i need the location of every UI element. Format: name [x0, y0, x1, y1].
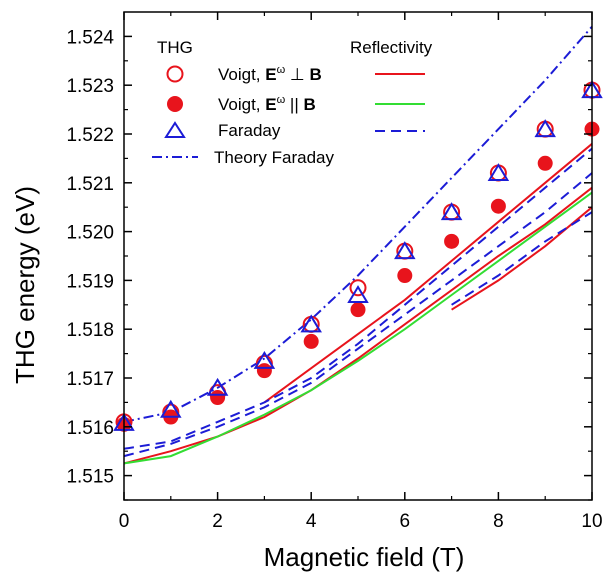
series-lines [123, 25, 593, 465]
x-tick-label: 10 [581, 511, 602, 532]
point-filled-circle [444, 233, 460, 249]
point-filled-circle [303, 333, 319, 349]
series-line-5 [263, 143, 593, 404]
series-markers [113, 80, 603, 432]
legend-thg-header: THG [157, 38, 193, 57]
series-line-4 [123, 186, 593, 465]
point-filled-circle [256, 363, 272, 379]
legend-voigt-par-label: Voigt, Eω || B [218, 94, 316, 114]
point-open-triangle [440, 202, 463, 221]
y-tick-label: 1.519 [66, 271, 114, 292]
legend-faraday-label: Faraday [218, 121, 281, 140]
point-filled-circle [397, 268, 413, 284]
point-open-circle [349, 279, 367, 297]
point-open-triangle [534, 119, 556, 138]
axes: 0 2 4 6 8 10 1.515 1.516 1.517 1.518 1.519 1.520 1.5… [66, 11, 603, 532]
series-line-6 [451, 206, 593, 311]
y-tick-label: 1.521 [66, 174, 114, 195]
x-tick-label: 2 [212, 511, 223, 532]
x-axis-title: Magnetic field (T) [264, 542, 465, 572]
legend-reflectivity-header: Reflectivity [350, 38, 433, 57]
point-filled-circle [537, 155, 553, 171]
legend: THG Reflectivity Voigt, Eω ⊥ B Voigt, Eω… [152, 38, 433, 167]
y-tick-label: 1.524 [66, 27, 114, 48]
legend-open-triangle-marker [164, 121, 186, 138]
y-tick-label: 1.520 [66, 223, 114, 244]
x-tick-label: 0 [119, 511, 130, 532]
point-open-triangle [253, 350, 276, 369]
legend-filled-circle-marker [167, 96, 183, 112]
legend-open-circle-marker [166, 65, 184, 83]
plot-frame [123, 11, 593, 501]
point-open-triangle [300, 314, 322, 333]
point-open-triangle [394, 241, 416, 260]
x-tick-label: 8 [493, 511, 504, 532]
series-line-8 [123, 172, 593, 458]
series-line-10 [451, 211, 593, 306]
x-tick-label: 6 [400, 511, 411, 532]
point-filled-circle [210, 390, 226, 406]
series-line-9 [123, 147, 593, 450]
legend-voigt-perp-label: Voigt, Eω ⊥ B [218, 64, 322, 84]
point-open-triangle [487, 163, 510, 182]
point-open-triangle [347, 285, 369, 304]
y-tick-label: 1.515 [66, 467, 114, 488]
y-tick-label: 1.517 [66, 369, 114, 390]
y-tick-label: 1.522 [66, 125, 114, 146]
legend-theory-label: Theory Faraday [214, 148, 334, 167]
point-open-triangle [160, 399, 182, 418]
y-axis-title: THG energy (eV) [10, 186, 40, 384]
point-open-triangle [206, 377, 229, 396]
x-tick-label: 4 [306, 511, 317, 532]
point-filled-circle [350, 302, 366, 318]
y-tick-label: 1.516 [66, 418, 114, 439]
point-filled-circle [490, 198, 506, 214]
y-tick-label: 1.523 [66, 76, 114, 97]
y-tick-label: 1.518 [66, 320, 114, 341]
series-line-3 [123, 25, 593, 423]
series-line-7 [123, 191, 593, 465]
